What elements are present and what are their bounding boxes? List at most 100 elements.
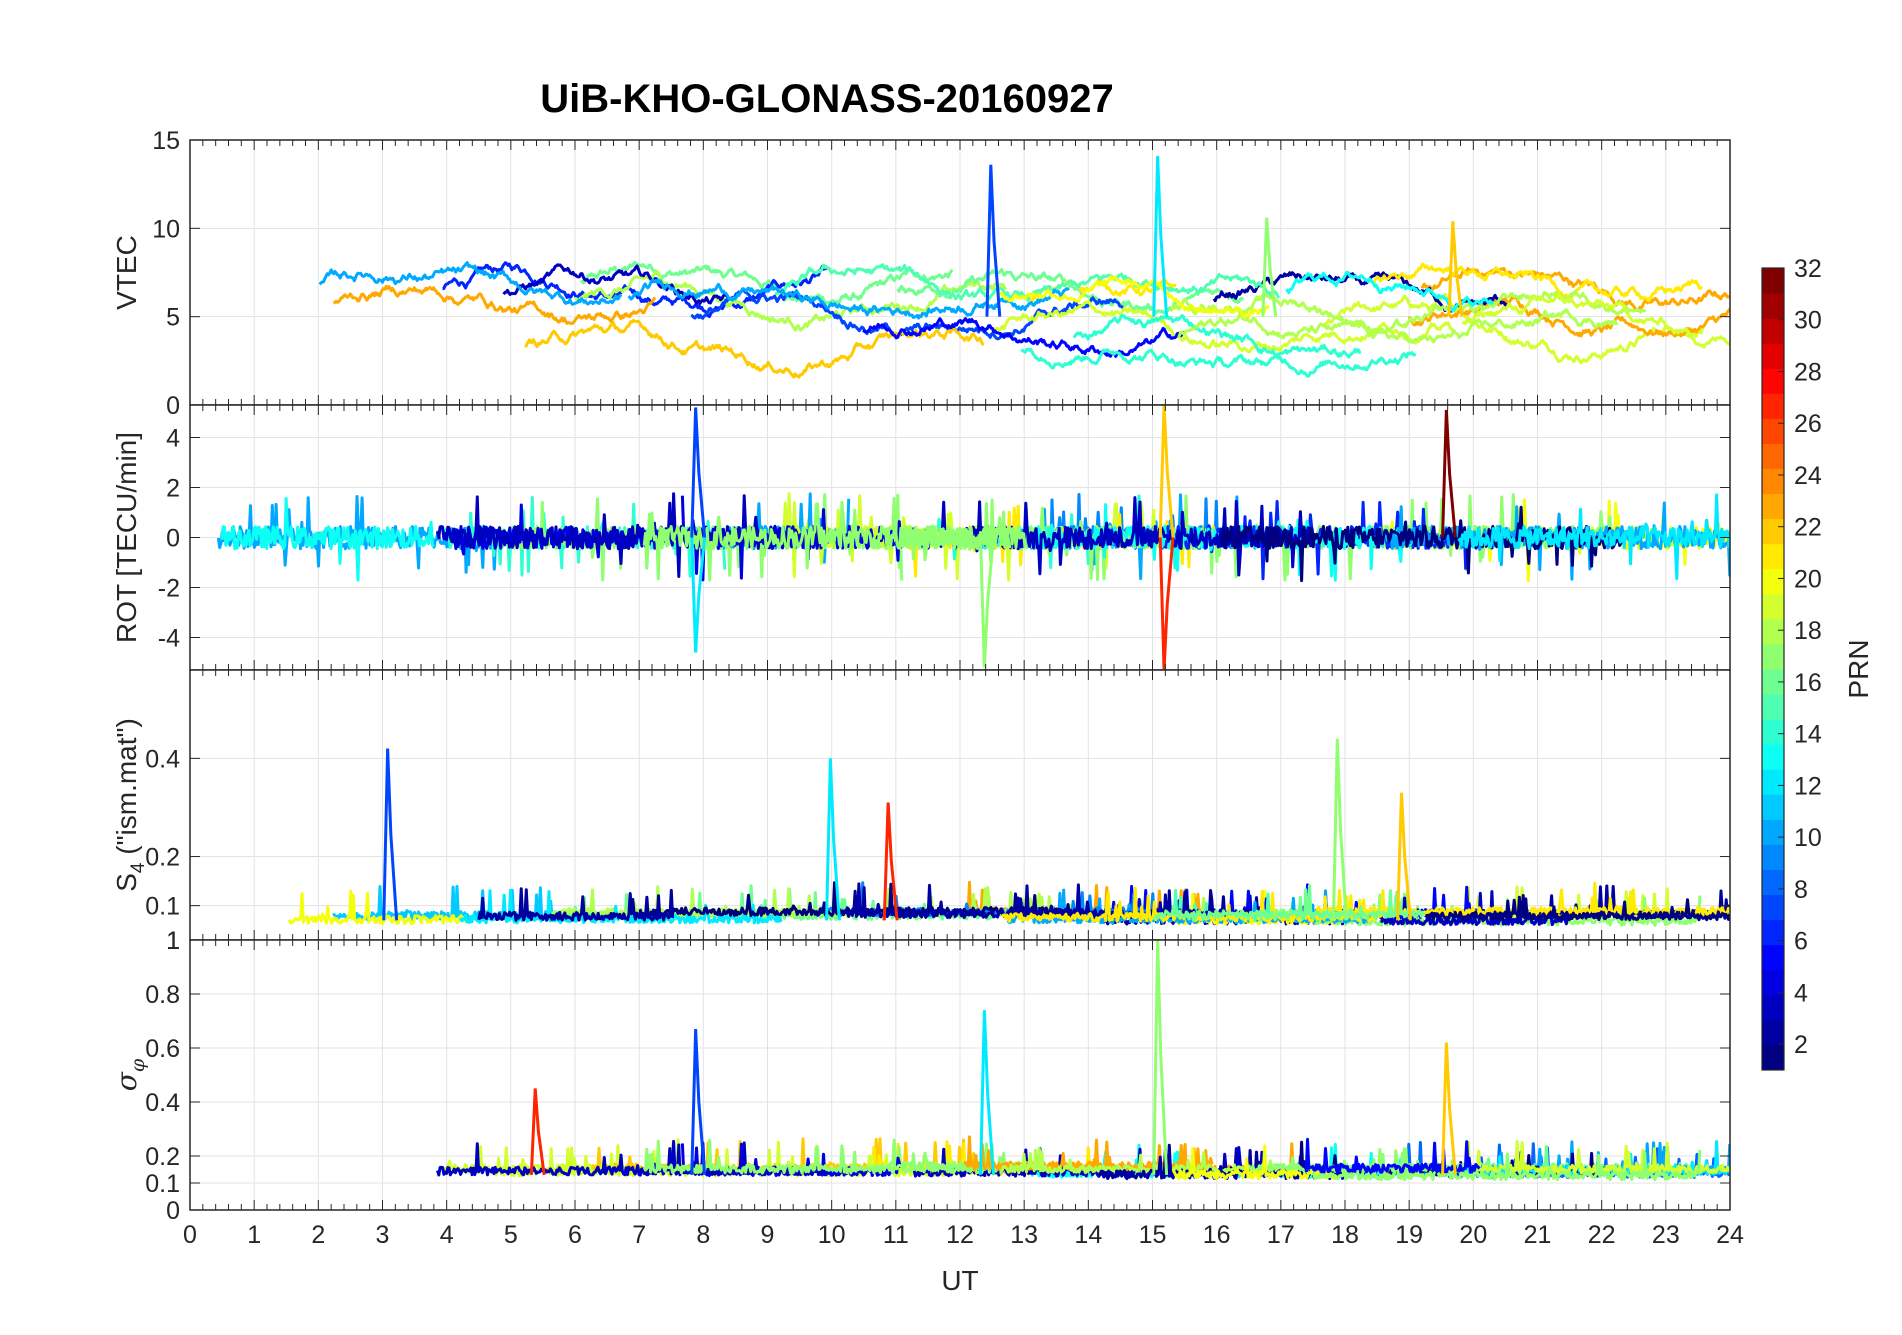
colorbar-label: PRN xyxy=(1843,639,1874,698)
colorbar-segment xyxy=(1762,643,1784,670)
series-line xyxy=(627,278,1070,320)
colorbar-tick-label: 30 xyxy=(1794,307,1822,335)
spike-line xyxy=(382,748,399,921)
colorbar-tick-label: 24 xyxy=(1794,462,1822,490)
colorbar-segment xyxy=(1762,919,1784,946)
colorbar-segment xyxy=(1762,769,1784,795)
panel-rot: -4 -2 0 2 4 ROT [TECU/min] xyxy=(111,404,1731,671)
colorbar-segment xyxy=(1762,418,1784,444)
spike-line xyxy=(1441,1042,1457,1176)
spike-line xyxy=(1441,409,1457,538)
colorbar-segment xyxy=(1762,969,1784,996)
spike-line xyxy=(985,164,1002,317)
spike-line xyxy=(690,1029,707,1176)
y-label-main: S xyxy=(111,873,142,892)
colorbar-tick-label: 8 xyxy=(1794,876,1808,904)
x-tick-label: 8 xyxy=(696,1221,710,1249)
series-line xyxy=(998,275,1270,319)
colorbar-segment xyxy=(1762,368,1784,394)
x-tick-label: 13 xyxy=(1010,1221,1038,1249)
y-label-main: σ xyxy=(110,1071,143,1091)
x-tick-label: 24 xyxy=(1716,1221,1744,1249)
spike-line xyxy=(825,758,841,921)
y-tick-label: 5 xyxy=(166,304,180,332)
colorbar-segment xyxy=(1762,719,1784,745)
colorbar-frame xyxy=(1761,267,1785,1071)
series-line xyxy=(1177,308,1619,344)
y-tick-label: -2 xyxy=(158,575,180,603)
colorbar-segment xyxy=(1762,518,1784,545)
series-line xyxy=(774,263,1281,302)
colorbar-tick-label: 10 xyxy=(1794,824,1822,852)
spike-line xyxy=(529,1088,546,1176)
y-tick-label: -4 xyxy=(158,625,180,653)
colorbar-segment xyxy=(1762,568,1784,595)
y-tick-label: 0.4 xyxy=(145,745,180,773)
x-tick-label: 4 xyxy=(440,1221,454,1249)
y-tick-label: 10 xyxy=(152,215,180,243)
spike-line xyxy=(1261,217,1278,317)
colorbar-segment xyxy=(1762,669,1784,695)
colorbar-tick-label: 28 xyxy=(1794,358,1822,386)
traces xyxy=(436,940,1730,1182)
series-line xyxy=(574,269,1008,332)
traces xyxy=(216,405,1730,670)
spike-line xyxy=(1396,792,1412,921)
series-line xyxy=(1372,262,1703,303)
y-tick-label: 0.1 xyxy=(145,893,180,921)
y-tick-label: 15 xyxy=(152,127,180,155)
y-axis-label: ROT [TECU/min] xyxy=(111,432,142,643)
y-tick-label: 1 xyxy=(166,927,180,955)
series-line xyxy=(1285,270,1495,313)
minor-ticks xyxy=(189,940,1731,1210)
spike-line xyxy=(690,407,707,538)
colorbar-tick-label: 22 xyxy=(1794,514,1822,542)
colorbar-segment xyxy=(1762,493,1784,520)
series-line xyxy=(1304,1137,1481,1174)
traces xyxy=(318,155,1730,379)
traces xyxy=(287,738,1730,927)
x-tick-label: 14 xyxy=(1074,1221,1102,1249)
series-line xyxy=(1424,894,1730,922)
colorbar-segment xyxy=(1762,694,1784,720)
series-line xyxy=(220,497,435,582)
colorbar-segment xyxy=(1762,1019,1784,1046)
x-tick-label: 21 xyxy=(1524,1221,1552,1249)
x-tick-label: 12 xyxy=(946,1221,974,1249)
series-line xyxy=(911,496,1314,577)
x-tick-label: 3 xyxy=(376,1221,390,1249)
minor-ticks xyxy=(189,405,1731,670)
series-line xyxy=(318,261,623,306)
y-tick-label: 0.2 xyxy=(145,1143,180,1171)
colorbar-tick-label: 26 xyxy=(1794,410,1822,438)
x-tick-label: 23 xyxy=(1652,1221,1680,1249)
colorbar-tick-label: 16 xyxy=(1794,669,1822,697)
colorbar-segment xyxy=(1762,318,1784,344)
x-tick-label: 9 xyxy=(761,1221,775,1249)
spike-line xyxy=(1152,155,1169,317)
x-tick-label: 17 xyxy=(1267,1221,1295,1249)
colorbar-segment xyxy=(1762,794,1784,820)
y-axis-label: σφ xyxy=(110,1058,149,1091)
colorbar-segment xyxy=(1762,443,1784,469)
x-tick-label: 7 xyxy=(632,1221,646,1249)
colorbar-segment xyxy=(1762,844,1784,870)
colorbar-segment xyxy=(1762,543,1784,570)
y-axis-label: S4 ("ism.mat") xyxy=(111,718,149,892)
series-line xyxy=(1152,884,1425,921)
y-tick-label: 0.4 xyxy=(145,1089,180,1117)
x-tick-label: 15 xyxy=(1139,1221,1167,1249)
y-tick-label: 0.2 xyxy=(145,844,180,872)
x-tick-label: 2 xyxy=(311,1221,325,1249)
panel-sigma-phi: 00.10.2 0.4 0.6 0.8 1 σφ xyxy=(110,927,1731,1225)
spike-line xyxy=(882,802,899,921)
colorbar-tick-label: 12 xyxy=(1794,772,1822,800)
chart-title: UiB-KHO-GLONASS-20160927 xyxy=(540,77,1114,121)
y-tick-label: 4 xyxy=(166,425,180,453)
y-tick-label: 0 xyxy=(166,1197,180,1225)
series-line xyxy=(1020,347,1417,378)
colorbar-segment xyxy=(1762,268,1784,294)
